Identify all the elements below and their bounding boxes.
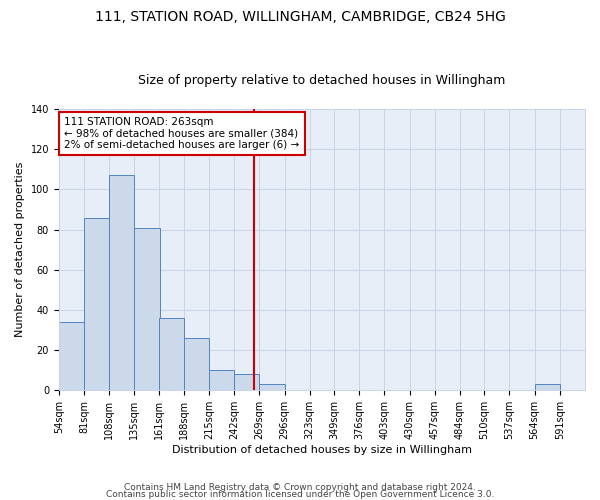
Bar [535, 384, 560, 390]
Y-axis label: Number of detached properties: Number of detached properties [15, 162, 25, 338]
Text: Contains public sector information licensed under the Open Government Licence 3.: Contains public sector information licen… [106, 490, 494, 499]
Bar [134, 228, 160, 390]
Text: 111, STATION ROAD, WILLINGHAM, CAMBRIDGE, CB24 5HG: 111, STATION ROAD, WILLINGHAM, CAMBRIDGE… [95, 10, 505, 24]
Text: 111 STATION ROAD: 263sqm
← 98% of detached houses are smaller (384)
2% of semi-d: 111 STATION ROAD: 263sqm ← 98% of detach… [64, 117, 299, 150]
Bar [209, 370, 234, 390]
Text: Contains HM Land Registry data © Crown copyright and database right 2024.: Contains HM Land Registry data © Crown c… [124, 484, 476, 492]
Bar [184, 338, 209, 390]
Bar [59, 322, 84, 390]
Title: Size of property relative to detached houses in Willingham: Size of property relative to detached ho… [138, 74, 506, 87]
Bar [259, 384, 284, 390]
Bar [158, 318, 184, 390]
Bar [234, 374, 259, 390]
X-axis label: Distribution of detached houses by size in Willingham: Distribution of detached houses by size … [172, 445, 472, 455]
Bar [84, 218, 109, 390]
Bar [109, 176, 134, 390]
